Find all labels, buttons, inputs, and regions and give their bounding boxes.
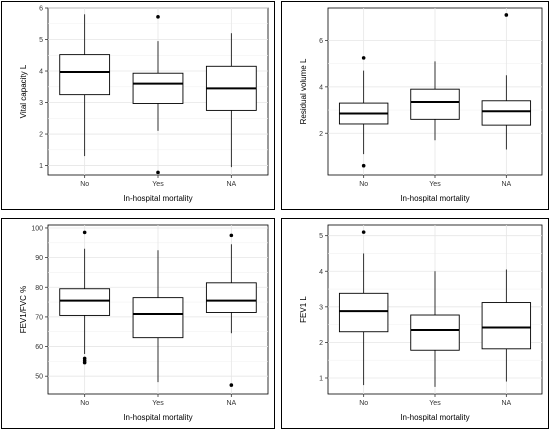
fev1-panel: 1 2 3 4 5 No Yes NA In-hospital mortality FEV1 L — [281, 218, 549, 429]
x-tick-label: NA — [226, 181, 236, 188]
outlier-point — [361, 230, 366, 234]
y-tick-label: 3 — [39, 100, 43, 107]
box-na — [205, 233, 257, 387]
x-tick-label: No — [359, 400, 368, 407]
interquartile-box — [59, 54, 111, 96]
y-tick-label: 6 — [39, 6, 43, 13]
y-tick-label: 90 — [35, 255, 43, 262]
interquartile-box — [59, 288, 111, 316]
y-axis-label: FEV1 L — [299, 296, 308, 323]
y-tick-label: 6 — [319, 38, 323, 45]
x-tick-label: No — [359, 181, 368, 188]
y-tick-label: 2 — [319, 340, 323, 347]
y-tick-label: 2 — [39, 132, 43, 139]
y-tick-label: 4 — [39, 69, 43, 76]
interquartile-box — [132, 72, 184, 104]
interquartile-box — [481, 100, 532, 126]
x-tick-label: NA — [501, 400, 511, 407]
box-no — [338, 56, 389, 168]
x-tick-label: Yes — [152, 400, 164, 407]
x-tick-label: No — [80, 400, 89, 407]
x-axis-label: In-hospital mortality — [123, 194, 192, 203]
x-tick-label: No — [80, 181, 89, 188]
fev1-chart: 1 2 3 4 5 No Yes NA In-hospital mortality FEV1 L — [299, 224, 543, 422]
y-tick-label: 5 — [39, 37, 43, 44]
box-yes — [410, 61, 460, 141]
vital-capacity-chart: 1 2 3 4 5 6 No Yes NA In-hospital mortality Vital … — [19, 6, 269, 203]
y-tick-label: 4 — [319, 84, 323, 91]
y-tick-label: 80 — [35, 285, 43, 292]
box-no — [59, 230, 111, 365]
box-yes — [132, 15, 184, 175]
y-axis-label: Residual volume L — [299, 58, 308, 124]
y-tick-label: 1 — [39, 163, 43, 170]
box-yes — [410, 271, 460, 387]
interquartile-box — [338, 292, 389, 333]
x-axis-label: In-hospital mortality — [400, 413, 469, 422]
y-tick-label: 60 — [35, 344, 43, 351]
box-na — [481, 269, 532, 382]
outlier-point — [82, 230, 87, 235]
y-tick-label: 3 — [319, 304, 323, 311]
outlier-point — [229, 383, 234, 387]
vital-capacity-panel: 1 2 3 4 5 6 No Yes NA In-hospital mortality Vital … — [1, 1, 275, 210]
outlier-point — [229, 233, 234, 238]
residual-volume-panel: 2 4 6 No Yes NA In-hospital mortality Residual … — [281, 1, 549, 210]
x-tick-label: Yes — [152, 181, 164, 188]
outlier-point — [82, 360, 87, 365]
box-na — [205, 33, 257, 168]
x-tick-label: Yes — [429, 181, 441, 188]
interquartile-box — [481, 302, 532, 350]
outlier-point — [156, 170, 160, 175]
fev1-fvc-chart: 50 60 70 80 90 100 No Yes NA In-hospital mortalit… — [19, 224, 269, 422]
box-no — [338, 230, 389, 386]
interquartile-box — [132, 297, 184, 339]
interquartile-box — [205, 282, 257, 313]
x-tick-label: NA — [226, 400, 236, 407]
x-tick-label: Yes — [429, 400, 441, 407]
y-tick-label: 70 — [35, 314, 43, 321]
y-tick-label: 50 — [35, 374, 43, 381]
y-tick-label: 100 — [31, 225, 43, 232]
y-tick-label: 2 — [319, 131, 323, 138]
outlier-point — [361, 163, 366, 168]
x-axis-label: In-hospital mortality — [123, 413, 192, 422]
y-axis-label: Vital capacity L — [19, 64, 28, 118]
x-axis-label: In-hospital mortality — [400, 194, 469, 203]
box-yes — [132, 250, 184, 383]
outlier-point — [361, 56, 366, 60]
outlier-point — [504, 13, 509, 17]
interquartile-box — [410, 314, 460, 351]
x-tick-label: NA — [501, 181, 511, 188]
box-na — [481, 13, 532, 150]
y-tick-label: 1 — [319, 375, 323, 382]
y-tick-label: 5 — [319, 233, 323, 240]
interquartile-box — [410, 88, 460, 120]
outlier-point — [156, 15, 160, 19]
y-axis-label: FEV1/FVC % — [19, 286, 28, 334]
y-tick-label: 4 — [319, 269, 323, 276]
box-no — [59, 14, 111, 157]
residual-volume-chart: 2 4 6 No Yes NA In-hospital mortality Residual … — [299, 7, 543, 203]
fev1-fvc-panel: 50 60 70 80 90 100 No Yes NA In-hospital mortalit… — [1, 218, 275, 429]
